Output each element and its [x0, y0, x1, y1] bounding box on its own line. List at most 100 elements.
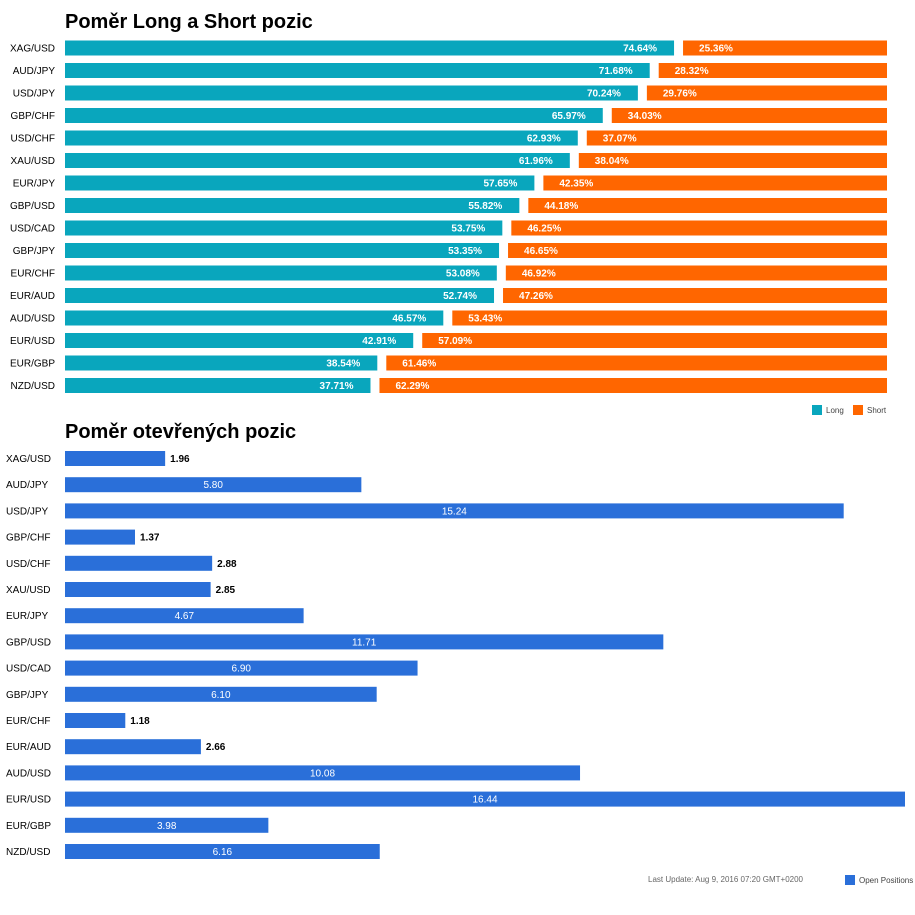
last-update-text: Last Update: Aug 9, 2016 07:20 GMT+0200: [648, 875, 803, 884]
open-positions-value-label: 6.16: [213, 847, 233, 858]
category-label: EUR/JPY: [6, 611, 49, 622]
short-value-label: 57.09%: [438, 336, 472, 347]
short-value-label: 61.46%: [402, 359, 436, 370]
category-label: EUR/GBP: [6, 821, 51, 832]
category-label: XAG/USD: [10, 44, 55, 55]
category-label: AUD/JPY: [13, 66, 56, 77]
category-label: EUR/JPY: [13, 179, 56, 190]
open-positions-value-label: 5.80: [203, 480, 223, 491]
category-label: EUR/CHF: [11, 269, 55, 280]
short-bar: [386, 355, 887, 371]
category-label: EUR/AUD: [6, 742, 51, 753]
category-label: NZD/USD: [11, 381, 55, 392]
short-bar: [379, 378, 887, 393]
long-bar: [65, 333, 414, 348]
legend-long-label: Long: [826, 406, 844, 415]
category-label: XAU/USD: [11, 156, 55, 167]
open-positions-bar: [65, 608, 304, 624]
short-value-label: 34.03%: [628, 111, 662, 122]
short-bar: [511, 220, 887, 236]
category-label: GBP/JPY: [13, 246, 56, 257]
short-bar: [528, 198, 887, 213]
long-bar: [65, 63, 650, 78]
long-bar: [65, 310, 444, 326]
open-positions-chart-title: Poměr otevřených pozic: [65, 421, 297, 443]
category-label: GBP/CHF: [6, 533, 50, 544]
open-positions-bar: [65, 555, 213, 571]
long-bar: [65, 175, 535, 191]
long-bar: [65, 130, 578, 146]
legend-long-swatch: [812, 405, 822, 415]
category-label: USD/JPY: [13, 89, 56, 100]
short-bar: [505, 265, 887, 281]
open-positions-value-label: 6.90: [232, 664, 252, 675]
open-positions-value-label: 1.18: [130, 716, 150, 727]
category-label: XAG/USD: [6, 454, 51, 465]
long-bar: [65, 265, 497, 281]
long-value-label: 57.65%: [483, 179, 517, 190]
category-label: NZD/USD: [6, 847, 50, 858]
open-positions-bar: [65, 713, 126, 728]
short-bar: [611, 108, 887, 123]
long-bar: [65, 243, 500, 258]
open-positions-bar: [65, 791, 905, 807]
long-bar: [65, 378, 371, 393]
open-positions-bar: [65, 660, 418, 676]
category-label: EUR/CHF: [6, 716, 50, 727]
short-bar: [683, 40, 887, 56]
open-positions-value-label: 1.96: [170, 454, 190, 465]
short-value-label: 53.43%: [468, 314, 502, 325]
category-label: EUR/GBP: [10, 359, 55, 370]
short-value-label: 37.07%: [603, 134, 637, 145]
short-bar: [543, 175, 887, 191]
short-bar: [658, 63, 887, 78]
category-label: AUD/USD: [10, 314, 55, 325]
category-label: USD/CAD: [6, 664, 51, 675]
category-label: USD/JPY: [6, 506, 49, 517]
short-value-label: 42.35%: [559, 179, 593, 190]
short-value-label: 62.29%: [395, 381, 429, 392]
short-bar: [503, 288, 887, 303]
category-label: GBP/USD: [10, 201, 55, 212]
long-bar: [65, 108, 603, 123]
long-value-label: 52.74%: [443, 291, 477, 302]
short-value-label: 29.76%: [663, 89, 697, 100]
category-label: AUD/USD: [6, 768, 51, 779]
open-positions-bar: [65, 634, 664, 650]
long-value-label: 53.35%: [448, 246, 482, 257]
open-positions-bar: [65, 451, 166, 466]
open-positions-bar: [65, 844, 380, 859]
category-label: USD/CHF: [6, 559, 50, 570]
long-short-chart-title: Poměr Long a Short pozic: [65, 11, 313, 33]
open-positions-value-label: 2.88: [217, 559, 237, 570]
long-value-label: 62.93%: [527, 134, 561, 145]
open-positions-value-label: 11.71: [352, 637, 377, 648]
long-bar: [65, 198, 520, 213]
open-positions-value-label: 4.67: [175, 611, 195, 622]
legend-open-positions-label: Open Positions: [859, 876, 913, 885]
category-label: EUR/USD: [10, 336, 55, 347]
long-value-label: 38.54%: [326, 359, 360, 370]
category-label: EUR/AUD: [10, 291, 55, 302]
long-bar: [65, 40, 675, 56]
short-value-label: 46.25%: [527, 224, 561, 235]
long-bar: [65, 355, 378, 371]
legend-short-swatch: [853, 405, 863, 415]
short-bar: [422, 333, 887, 348]
open-positions-bar: [65, 477, 362, 493]
long-value-label: 53.75%: [451, 224, 485, 235]
open-positions-bar: [65, 739, 201, 755]
long-bar: [65, 288, 495, 303]
open-positions-value-label: 2.66: [206, 742, 226, 753]
long-value-label: 71.68%: [599, 66, 633, 77]
open-positions-bar: [65, 582, 211, 597]
open-positions-value-label: 2.85: [216, 585, 236, 596]
legend-short-label: Short: [867, 406, 887, 415]
short-value-label: 44.18%: [544, 201, 578, 212]
long-value-label: 61.96%: [519, 156, 553, 167]
short-bar: [578, 153, 887, 168]
open-positions-bar: [65, 765, 581, 781]
long-value-label: 46.57%: [392, 314, 426, 325]
